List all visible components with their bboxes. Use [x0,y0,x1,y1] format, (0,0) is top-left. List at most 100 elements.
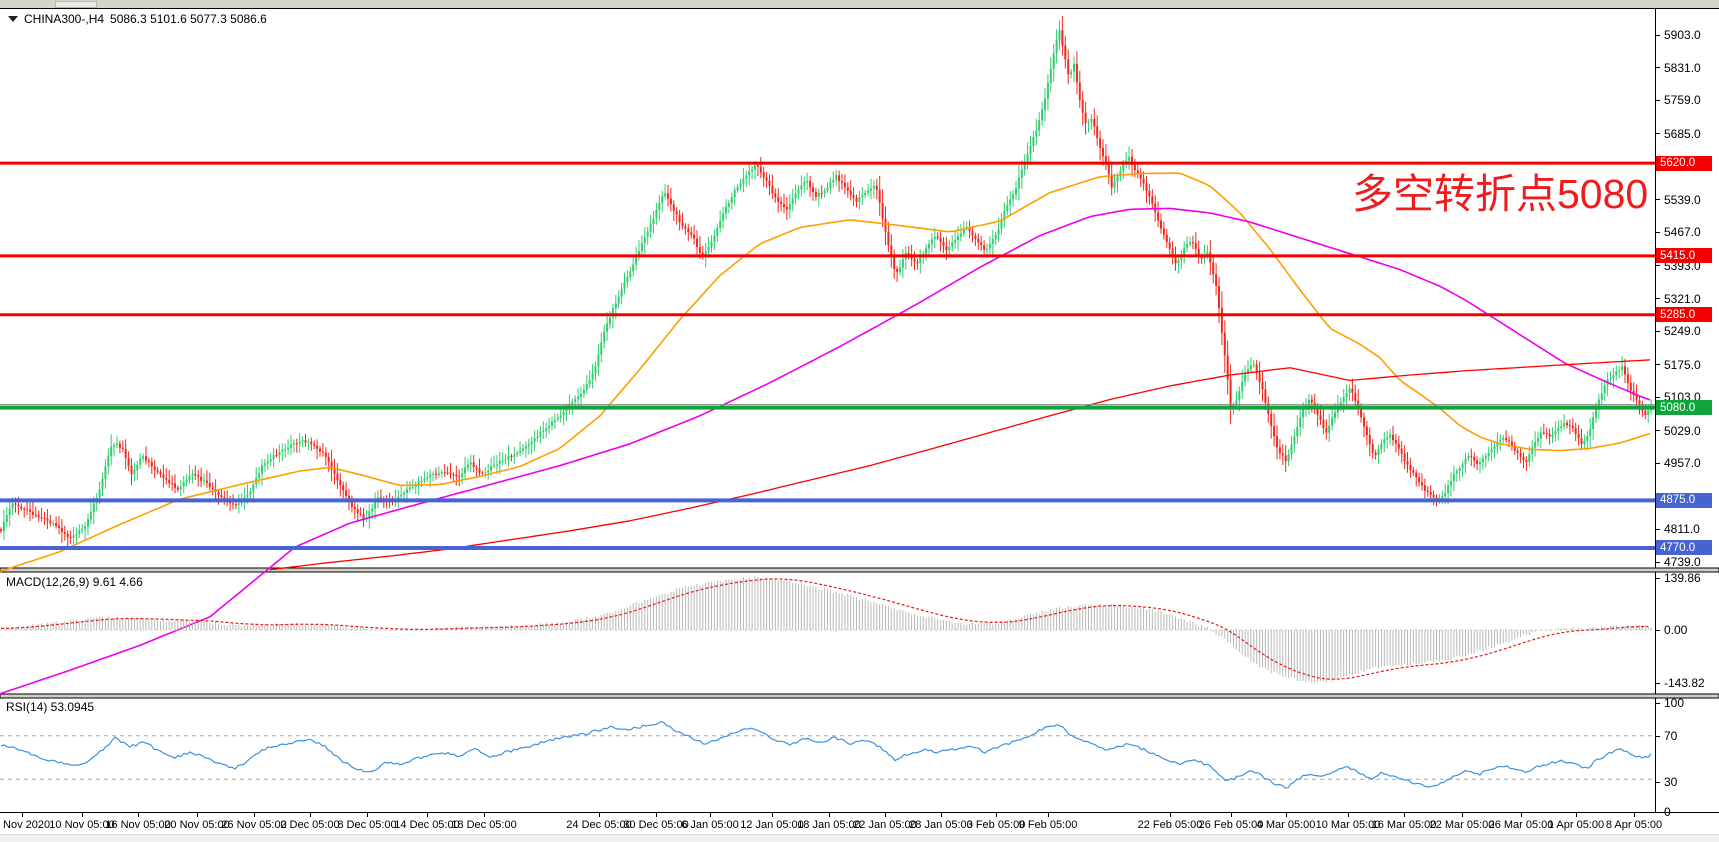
time-axis-tick [484,812,485,817]
time-axis-label: 26 Nov 05:00 [221,819,287,831]
chart-symbol-label: CHINA300-,H4 5086.3 5101.6 5077.3 5086.6 [8,12,267,26]
time-axis-label: 18 Jan 05:00 [797,819,861,831]
MA-fast-line [0,172,1651,573]
time-axis-tick [22,812,23,817]
price-axis-tick [1655,99,1660,101]
macd-axis-label: 139.86 [1664,571,1701,585]
price-axis-tick [1655,396,1660,398]
time-axis-label: 22 Feb 05:00 [1137,819,1203,831]
time-axis-label: 4 Mar 05:00 [1256,819,1316,831]
time-axis-tick [829,812,830,817]
time-axis-label: 4 Nov 2020 [0,819,51,831]
time-axis-label: 28 Jan 05:00 [909,819,973,831]
price-axis-tick [1655,133,1660,135]
time-axis-tick [82,812,83,817]
price-axis-label: 4957.0 [1664,456,1701,471]
panel-divider-rsi[interactable] [0,693,1719,699]
time-axis-label: 8 Dec 05:00 [337,819,397,831]
time-axis-label: 26 Feb 05:00 [1198,819,1264,831]
price-axis-tick [1655,34,1660,36]
rsi-axis-tick [1655,735,1660,737]
price-badge-4875.0: 4875.0 [1656,492,1712,508]
macd-indicator-label: MACD(12,26,9) 9.61 4.66 [6,575,143,589]
time-axis-tick [656,812,657,817]
MA-mid-line [0,207,1651,695]
time-axis-tick [427,812,428,817]
macd-signal-line [0,578,1649,680]
time-axis-tick [310,812,311,817]
price-axis-label: 5759.0 [1664,93,1701,108]
time-axis-tick [197,812,198,817]
time-axis-label: 16 Nov 05:00 [105,819,171,831]
time-axis-label: 12 Jan 05:00 [740,819,804,831]
price-axis-label: 4811.0 [1664,522,1700,537]
time-axis-label: 16 Mar 05:00 [1371,819,1437,831]
macd-histogram [0,576,1652,683]
time-axis-tick [254,812,255,817]
price-axis-label: 5685.0 [1664,126,1701,141]
rsi-axis-label: 70 [1664,729,1678,743]
price-axis-label: 5467.0 [1664,225,1701,240]
price-badge-5620.0: 5620.0 [1656,155,1712,171]
bottom-strip [0,834,1719,842]
price-axis-label: 5175.0 [1664,357,1701,372]
time-axis-tick [1170,812,1171,817]
time-axis-label: 1 Apr 05:00 [1547,819,1605,831]
price-axis-tick [1655,298,1660,299]
price-axis-tick [1655,364,1660,366]
rsi-indicator-label: RSI(14) 53.0945 [6,700,95,714]
panel-divider-macd[interactable] [0,567,1719,573]
window-resize-handle[interactable] [55,1,97,8]
time-axis-tick [941,812,942,817]
time-axis-label: 18 Dec 05:00 [451,819,517,831]
rsi-axis-label: 0 [1664,805,1671,819]
price-axis-label: 5321.0 [1664,291,1701,306]
time-axis-tick [710,812,711,817]
price-badge-5415.0: 5415.0 [1656,248,1712,264]
rsi-axis-tick [1655,781,1660,783]
time-axis-tick [1348,812,1349,817]
time-axis-tick [1231,812,1232,817]
price-badge-5285.0: 5285.0 [1656,307,1712,323]
price-axis-tick [1655,231,1660,233]
price-axis-tick [1655,528,1660,530]
price-axis-tick [1655,430,1660,432]
time-axis-tick [1404,812,1405,817]
macd-axis-tick [1655,577,1660,579]
time-axis-tick [1634,812,1635,817]
time-axis-label: 22 Jan 05:00 [853,819,917,831]
time-axis-tick [885,812,886,817]
time-axis-label: 8 Apr 05:00 [1605,819,1663,831]
time-axis-tick [1576,812,1577,817]
symbol-text: CHINA300-,H4 [24,12,105,26]
chevron-down-icon[interactable] [8,16,18,22]
price-axis-tick [1655,265,1660,267]
time-axis-label: 30 Dec 05:00 [623,819,689,831]
time-axis-label: 26 Mar 05:00 [1488,819,1554,831]
time-axis-label: 20 Nov 05:00 [164,819,230,831]
time-axis-label: 24 Dec 05:00 [566,819,632,831]
price-axis-label: 5903.0 [1664,28,1701,42]
time-axis-tick [996,812,997,817]
rsi-axis-tick [1655,811,1660,813]
price-axis-label: 4739.0 [1664,555,1701,569]
annotation-text: 多空转折点5080 [1352,171,1649,217]
macd-axis-label: 0.00 [1664,623,1688,637]
price-axis-label: 5539.0 [1664,192,1701,207]
rsi-axis-label: 100 [1664,696,1685,710]
time-axis-tick [1286,812,1287,817]
time-axis-tick [599,812,600,817]
price-axis-tick [1655,462,1660,464]
price-axis-label: 5249.0 [1664,324,1701,339]
price-axis-tick [1655,561,1660,563]
price-badge-5080.0: 5080.0 [1656,400,1712,416]
price-scale[interactable]: 5903.0 5831.0 5759.0 5685.0 5539.0 5467.0 5393… [1655,0,1719,842]
MA-slow-line [269,359,1651,571]
rsi-axis-tick [1655,702,1660,704]
time-axis-tick [1521,812,1522,817]
time-axis-label: 10 Mar 05:00 [1315,819,1381,831]
time-axis-label: 22 Mar 05:00 [1429,819,1495,831]
